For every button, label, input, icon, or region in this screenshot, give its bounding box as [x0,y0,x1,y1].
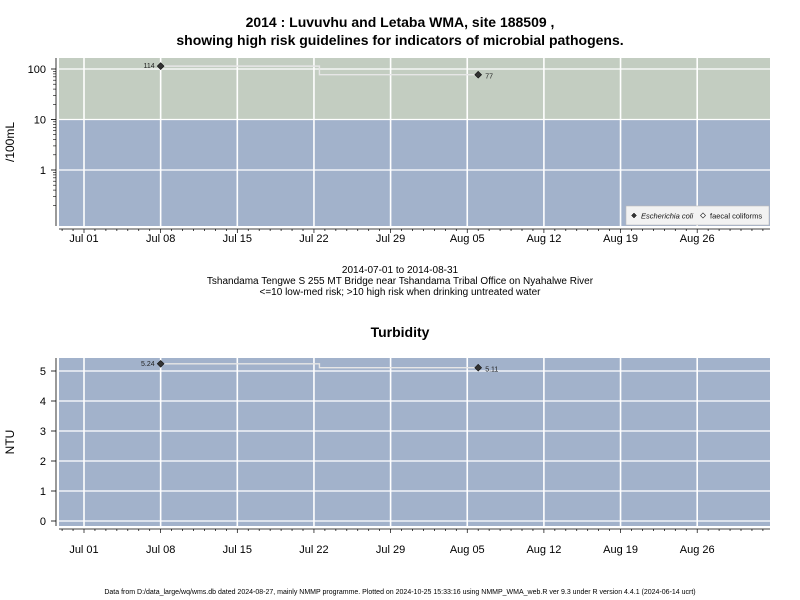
caption-risk-note: <=10 low-med risk; >10 high risk when dr… [259,287,541,298]
footer-note: Data from D:/data_large/wq/wms.db dated … [104,589,696,596]
data-point [474,70,483,79]
y-axis-label: /100mL [3,122,17,162]
legend-entry: Escherichia coli [641,212,693,221]
caption-period: 2014-07-01 to 2014-08-31 [341,265,459,276]
main-title-line-2: showing high risk guidelines for indicat… [176,32,624,48]
main-title-line-1: 2014 : Luvuvhu and Letaba WMA, site 1885… [245,14,555,30]
x-tick-label: Jul 01 [69,233,98,245]
plot-background [59,358,770,526]
x-tick-label: Aug 19 [603,544,638,556]
y-tick-label: 100 [28,64,46,76]
y-tick-label: 0 [40,516,46,528]
x-tick-label: Jul 15 [223,544,252,556]
x-tick-label: Aug 19 [603,233,638,245]
y-tick-label: 5 [40,366,46,378]
x-tick-label: Jul 08 [146,233,175,245]
legend-marker [631,212,637,219]
x-tick-label: Aug 05 [450,544,485,556]
x-tick-label: Jul 29 [376,233,405,245]
y-axis-label: NTU [3,430,17,455]
data-label: 5.24 [141,361,155,368]
high-risk-band [59,58,770,120]
y-tick-label: 3 [40,426,46,438]
x-tick-label: Aug 26 [680,544,715,556]
data-label: 114 [143,63,154,70]
legend-marker [700,212,706,219]
x-tick-label: Jul 22 [299,544,328,556]
x-tick-label: Jul 01 [69,544,98,556]
series-line [160,363,479,369]
data-point [156,62,165,70]
x-tick-label: Aug 12 [526,544,561,556]
x-tick-label: Jul 22 [299,233,328,245]
y-tick-label: 1 [40,486,46,498]
data-label: 5.11 [485,367,498,374]
x-tick-label: Aug 12 [526,233,561,245]
data-point [156,359,165,368]
x-tick-label: Jul 15 [223,233,252,245]
turbidity-title: Turbidity [370,324,430,340]
y-tick-label: 1 [40,165,46,177]
legend-entry: faecal coliforms [710,212,762,221]
data-point [474,363,483,372]
data-label: 77 [485,74,493,81]
series-line [160,65,479,76]
y-tick-label: 4 [40,396,46,408]
y-tick-label: 2 [40,456,46,468]
x-tick-label: Jul 08 [146,544,175,556]
legend-box [625,205,770,226]
x-tick-label: Aug 26 [680,233,715,245]
x-tick-label: Aug 05 [450,233,485,245]
caption-site: Tshandama Tengwe S 255 MT Bridge near Ts… [206,276,594,287]
x-tick-label: Jul 29 [376,544,405,556]
y-tick-label: 10 [34,115,46,127]
